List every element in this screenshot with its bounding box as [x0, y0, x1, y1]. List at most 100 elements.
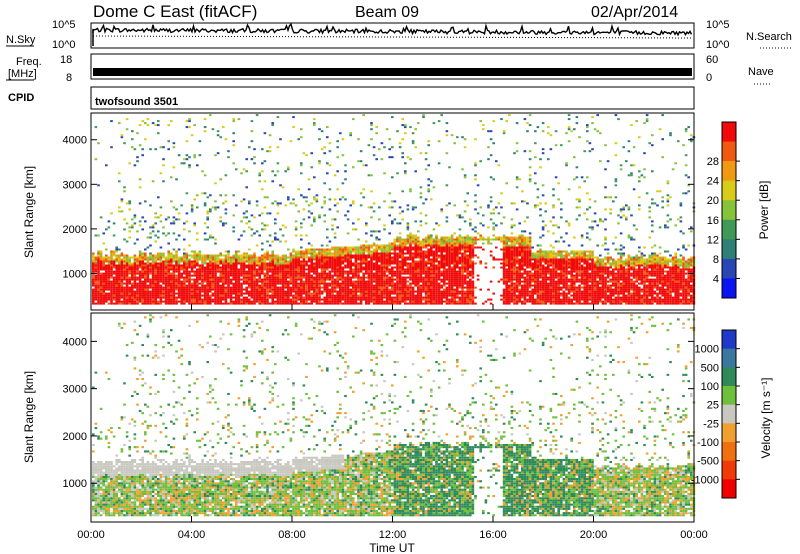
range-gate-cell — [427, 248, 430, 251]
range-gate-cell — [492, 178, 495, 181]
range-gate-cell — [157, 268, 160, 271]
range-gate-cell — [198, 274, 202, 277]
range-gate-cell — [263, 180, 267, 183]
range-gate-cell — [440, 270, 443, 273]
range-gate-cell — [378, 270, 381, 273]
range-gate-cell — [424, 282, 428, 285]
range-gate-cell — [154, 276, 157, 279]
range-gate-cell — [435, 242, 438, 245]
range-gate-cell — [261, 284, 264, 287]
range-gate-cell — [331, 264, 334, 267]
range-gate-cell — [149, 264, 152, 267]
range-gate-cell — [414, 270, 417, 273]
range-gate-cell — [474, 230, 477, 233]
range-gate-cell — [307, 280, 311, 283]
range-gate-cell — [162, 296, 165, 299]
range-gate-cell — [479, 288, 482, 291]
range-gate-cell — [372, 292, 376, 295]
range-gate-cell — [515, 254, 519, 257]
range-gate-cell — [305, 256, 308, 259]
range-gate-cell — [128, 294, 131, 297]
range-gate-cell — [489, 138, 493, 141]
range-gate-cell — [266, 294, 269, 297]
range-gate-cell — [159, 278, 163, 281]
range-gate-cell — [131, 284, 134, 287]
range-gate-cell — [237, 290, 241, 293]
range-gate-cell — [185, 126, 189, 129]
range-gate-cell — [206, 298, 209, 301]
range-gate-cell — [406, 262, 410, 265]
range-gate-cell — [125, 254, 129, 257]
range-gate-cell — [409, 250, 412, 253]
range-gate-cell — [302, 274, 306, 277]
nsearch-tick-bottom: 10^0 — [706, 39, 730, 51]
range-gate-cell — [141, 276, 144, 279]
range-gate-cell — [437, 286, 441, 289]
range-gate-cell — [500, 294, 503, 297]
range-gate-cell — [380, 282, 384, 285]
range-gate-cell — [326, 282, 329, 285]
range-gate-cell — [419, 212, 423, 215]
range-gate-cell — [138, 202, 142, 205]
range-gate-cell — [476, 212, 480, 215]
range-gate-cell — [149, 254, 152, 257]
range-gate-cell — [157, 294, 160, 297]
range-gate-cell — [242, 270, 246, 273]
range-gate-cell — [435, 294, 438, 297]
range-gate-cell — [274, 276, 277, 279]
range-gate-cell — [393, 258, 397, 261]
range-gate-cell — [266, 302, 269, 305]
range-gate-cell — [401, 262, 404, 265]
range-gate-cell — [372, 244, 376, 247]
range-gate-cell — [370, 252, 373, 255]
range-gate-cell — [255, 264, 259, 267]
range-gate-cell — [388, 250, 391, 253]
range-gate-cell — [398, 222, 402, 225]
range-gate-cell — [232, 254, 235, 257]
range-gate-cell — [375, 300, 378, 303]
range-gate-cell — [144, 276, 147, 279]
range-gate-cell — [297, 296, 300, 299]
range-gate-cell — [196, 298, 199, 301]
range-gate-cell — [357, 256, 360, 259]
range-gate-cell — [458, 286, 462, 289]
range-gate-cell — [183, 258, 186, 261]
range-gate-cell — [365, 294, 368, 297]
range-gate-cell — [513, 288, 516, 291]
range-gate-cell — [123, 228, 126, 231]
range-gate-cell — [149, 290, 152, 293]
range-gate-cell — [505, 242, 508, 245]
range-gate-cell — [232, 226, 235, 229]
range-gate-cell — [248, 220, 251, 223]
range-gate-cell — [362, 274, 365, 277]
range-gate-cell — [463, 248, 467, 251]
range-gate-cell — [424, 260, 428, 263]
range-gate-cell — [349, 256, 352, 259]
range-gate-cell — [258, 274, 261, 277]
range-gate-cell — [445, 122, 449, 125]
range-gate-cell — [328, 188, 332, 191]
range-gate-cell — [370, 298, 373, 301]
range-gate-cell — [372, 268, 376, 271]
range-gate-cell — [276, 262, 280, 265]
range-gate-cell — [336, 258, 339, 261]
range-gate-cell — [510, 298, 514, 301]
range-gate-cell — [201, 278, 204, 281]
range-gate-cell — [456, 300, 459, 303]
range-gate-cell — [185, 274, 189, 277]
range-gate-cell — [469, 242, 472, 245]
range-gate-cell — [313, 220, 316, 223]
range-gate-cell — [313, 268, 316, 271]
range-gate-cell — [292, 300, 295, 303]
range-gate-cell — [380, 254, 384, 257]
range-gate-cell — [313, 176, 316, 179]
range-gate-cell — [110, 300, 113, 303]
range-gate-cell — [323, 272, 326, 275]
range-gate-cell — [456, 254, 459, 257]
range-gate-cell — [149, 284, 152, 287]
range-gate-cell — [427, 164, 430, 167]
range-gate-cell — [448, 274, 451, 277]
range-gate-cell — [229, 286, 233, 289]
range-gate-cell — [274, 274, 277, 277]
range-gate-cell — [474, 240, 477, 243]
